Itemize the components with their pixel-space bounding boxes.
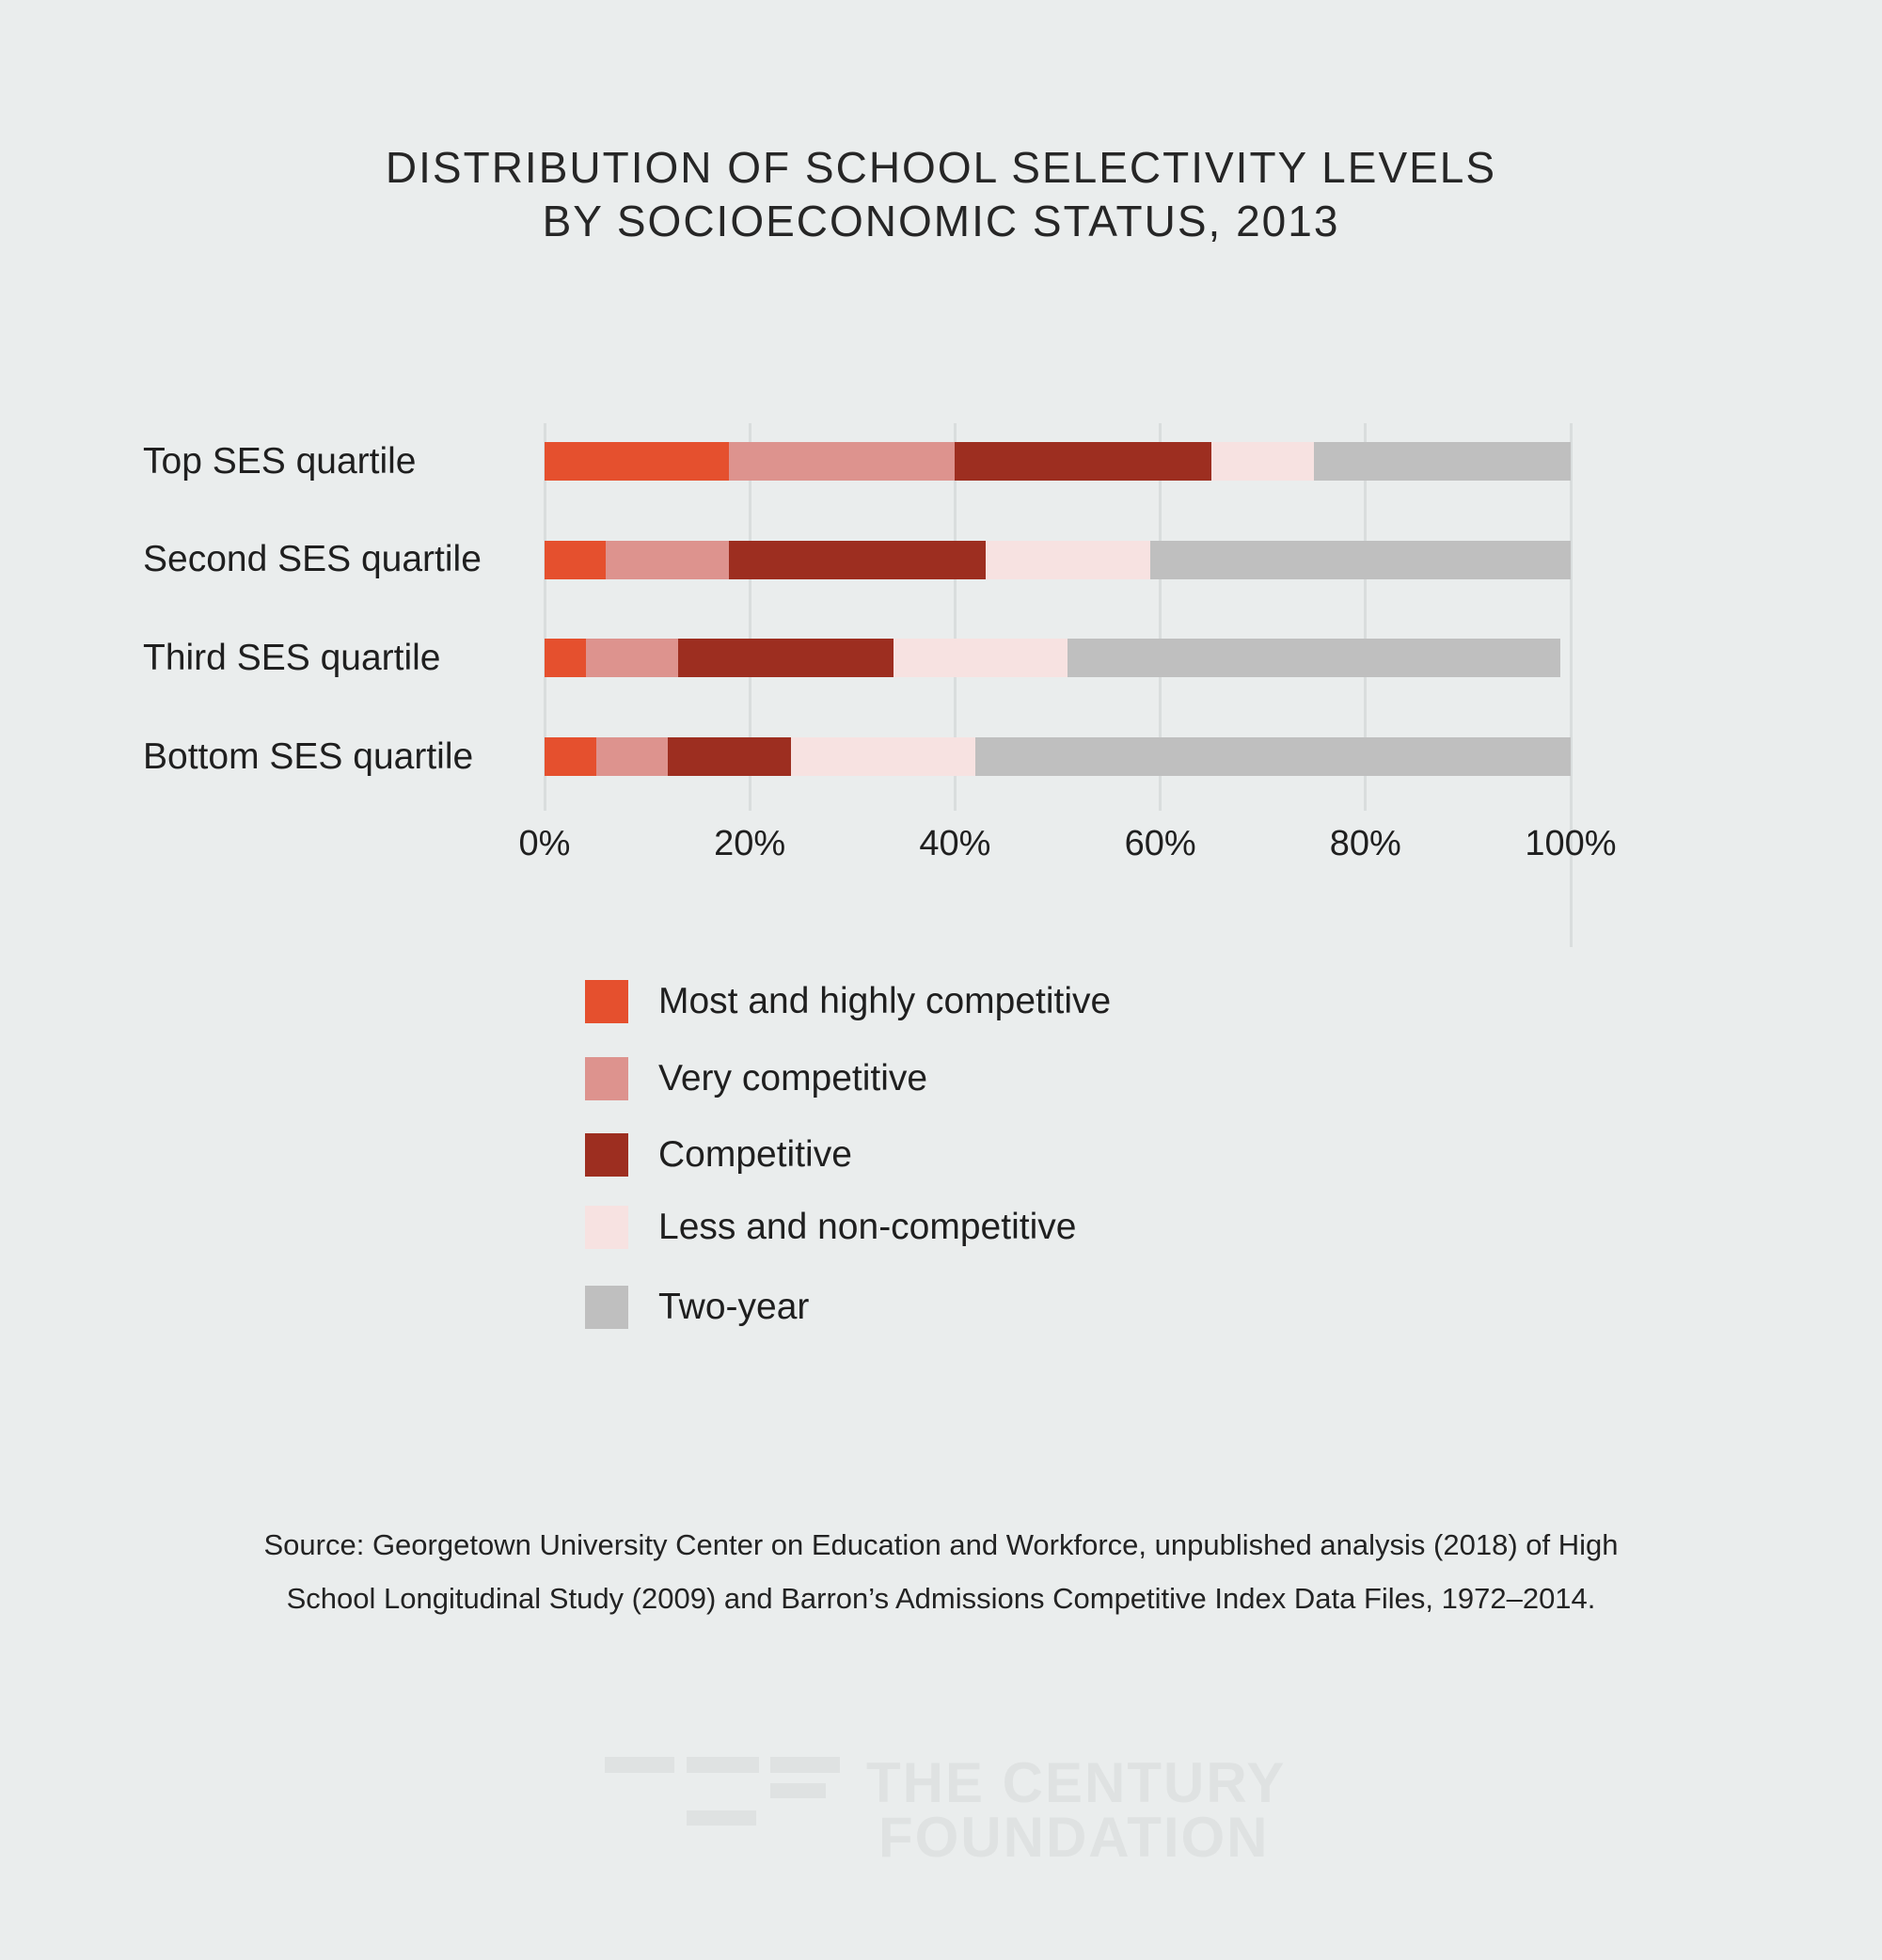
legend-label: Most and highly competitive — [658, 981, 1112, 1021]
logo-bar — [770, 1757, 840, 1773]
legend-label: Competitive — [658, 1134, 852, 1175]
bar-segment-less-and-non-competitive — [790, 737, 976, 777]
bar-segment-less-and-non-competitive — [1211, 442, 1315, 481]
gridline-60% — [1159, 423, 1162, 811]
logo-bar — [687, 1810, 756, 1826]
bar-segment-two-year — [1068, 639, 1561, 678]
logo-bar — [605, 1757, 674, 1773]
bar-segment-competitive — [955, 442, 1212, 481]
chart-title-line-2: BY SOCIOECONOMIC STATUS, 2013 — [542, 197, 1340, 245]
x-tick-label: 100% — [1525, 824, 1617, 863]
logo-text-line-2: FOUNDATION — [878, 1806, 1270, 1869]
legend-swatch — [585, 1057, 628, 1100]
legend-label: Very competitive — [658, 1058, 928, 1099]
bar-segment-competitive — [667, 737, 791, 777]
legend-label: Less and non-competitive — [658, 1207, 1077, 1247]
gridline-20% — [748, 423, 751, 811]
x-tick-label: 60% — [1124, 824, 1196, 863]
legend-swatch — [585, 1206, 628, 1249]
bar-segment-most-and-highly-competitive — [545, 737, 596, 777]
bar-segment-most-and-highly-competitive — [545, 442, 730, 481]
category-label: Top SES quartile — [143, 440, 417, 482]
chart-title-line-1: DISTRIBUTION OF SCHOOL SELECTIVITY LEVEL… — [385, 143, 1497, 192]
logo-text-line-1: THE CENTURY — [866, 1751, 1287, 1814]
source-note: Source: Georgetown University Center on … — [0, 1518, 1882, 1625]
legend-item: Most and highly competitive — [585, 980, 1111, 1023]
bar-segment-very-competitive — [595, 737, 668, 777]
bar-segment-most-and-highly-competitive — [545, 540, 607, 579]
bar-segment-very-competitive — [606, 540, 730, 579]
stacked-bar-3 — [545, 639, 1561, 678]
legend-item: Competitive — [585, 1133, 852, 1177]
legend-swatch — [585, 1286, 628, 1329]
bar-segment-less-and-non-competitive — [986, 540, 1150, 579]
bar-segment-very-competitive — [729, 442, 956, 481]
bar-segment-competitive — [677, 639, 894, 678]
bar-segment-two-year — [1314, 442, 1571, 481]
gridline-40% — [953, 423, 957, 811]
legend-swatch — [585, 980, 628, 1023]
chart-title: DISTRIBUTION OF SCHOOL SELECTIVITY LEVEL… — [0, 141, 1882, 248]
gridline-80% — [1364, 423, 1368, 811]
bar-segment-competitive — [729, 540, 987, 579]
source-line-1: Source: Georgetown University Center on … — [263, 1528, 1619, 1561]
legend-swatch — [585, 1133, 628, 1177]
stacked-bar-2 — [545, 540, 1571, 579]
x-tick-label: 40% — [919, 824, 991, 863]
gridline-100% — [1569, 423, 1573, 947]
legend-item: Less and non-competitive — [585, 1206, 1076, 1249]
category-label: Bottom SES quartile — [143, 735, 474, 777]
gridline-0% — [543, 423, 546, 811]
logo-bar — [687, 1757, 759, 1773]
stacked-bar-1 — [545, 442, 1571, 481]
bar-segment-very-competitive — [585, 639, 678, 678]
logo-bar — [770, 1783, 826, 1798]
bar-segment-most-and-highly-competitive — [545, 639, 586, 678]
bar-segment-two-year — [975, 737, 1571, 777]
legend-item: Two-year — [585, 1286, 809, 1329]
legend-label: Two-year — [658, 1287, 810, 1327]
source-line-2: School Longitudinal Study (2009) and Bar… — [286, 1582, 1596, 1615]
bar-segment-two-year — [1149, 540, 1571, 579]
category-label: Third SES quartile — [143, 637, 441, 678]
legend-item: Very competitive — [585, 1057, 927, 1100]
x-tick-label: 20% — [714, 824, 786, 863]
x-tick-label: 80% — [1329, 824, 1401, 863]
stacked-bar-4 — [545, 737, 1571, 777]
x-tick-label: 0% — [518, 824, 571, 863]
category-label: Second SES quartile — [143, 539, 482, 580]
bar-segment-less-and-non-competitive — [893, 639, 1068, 678]
